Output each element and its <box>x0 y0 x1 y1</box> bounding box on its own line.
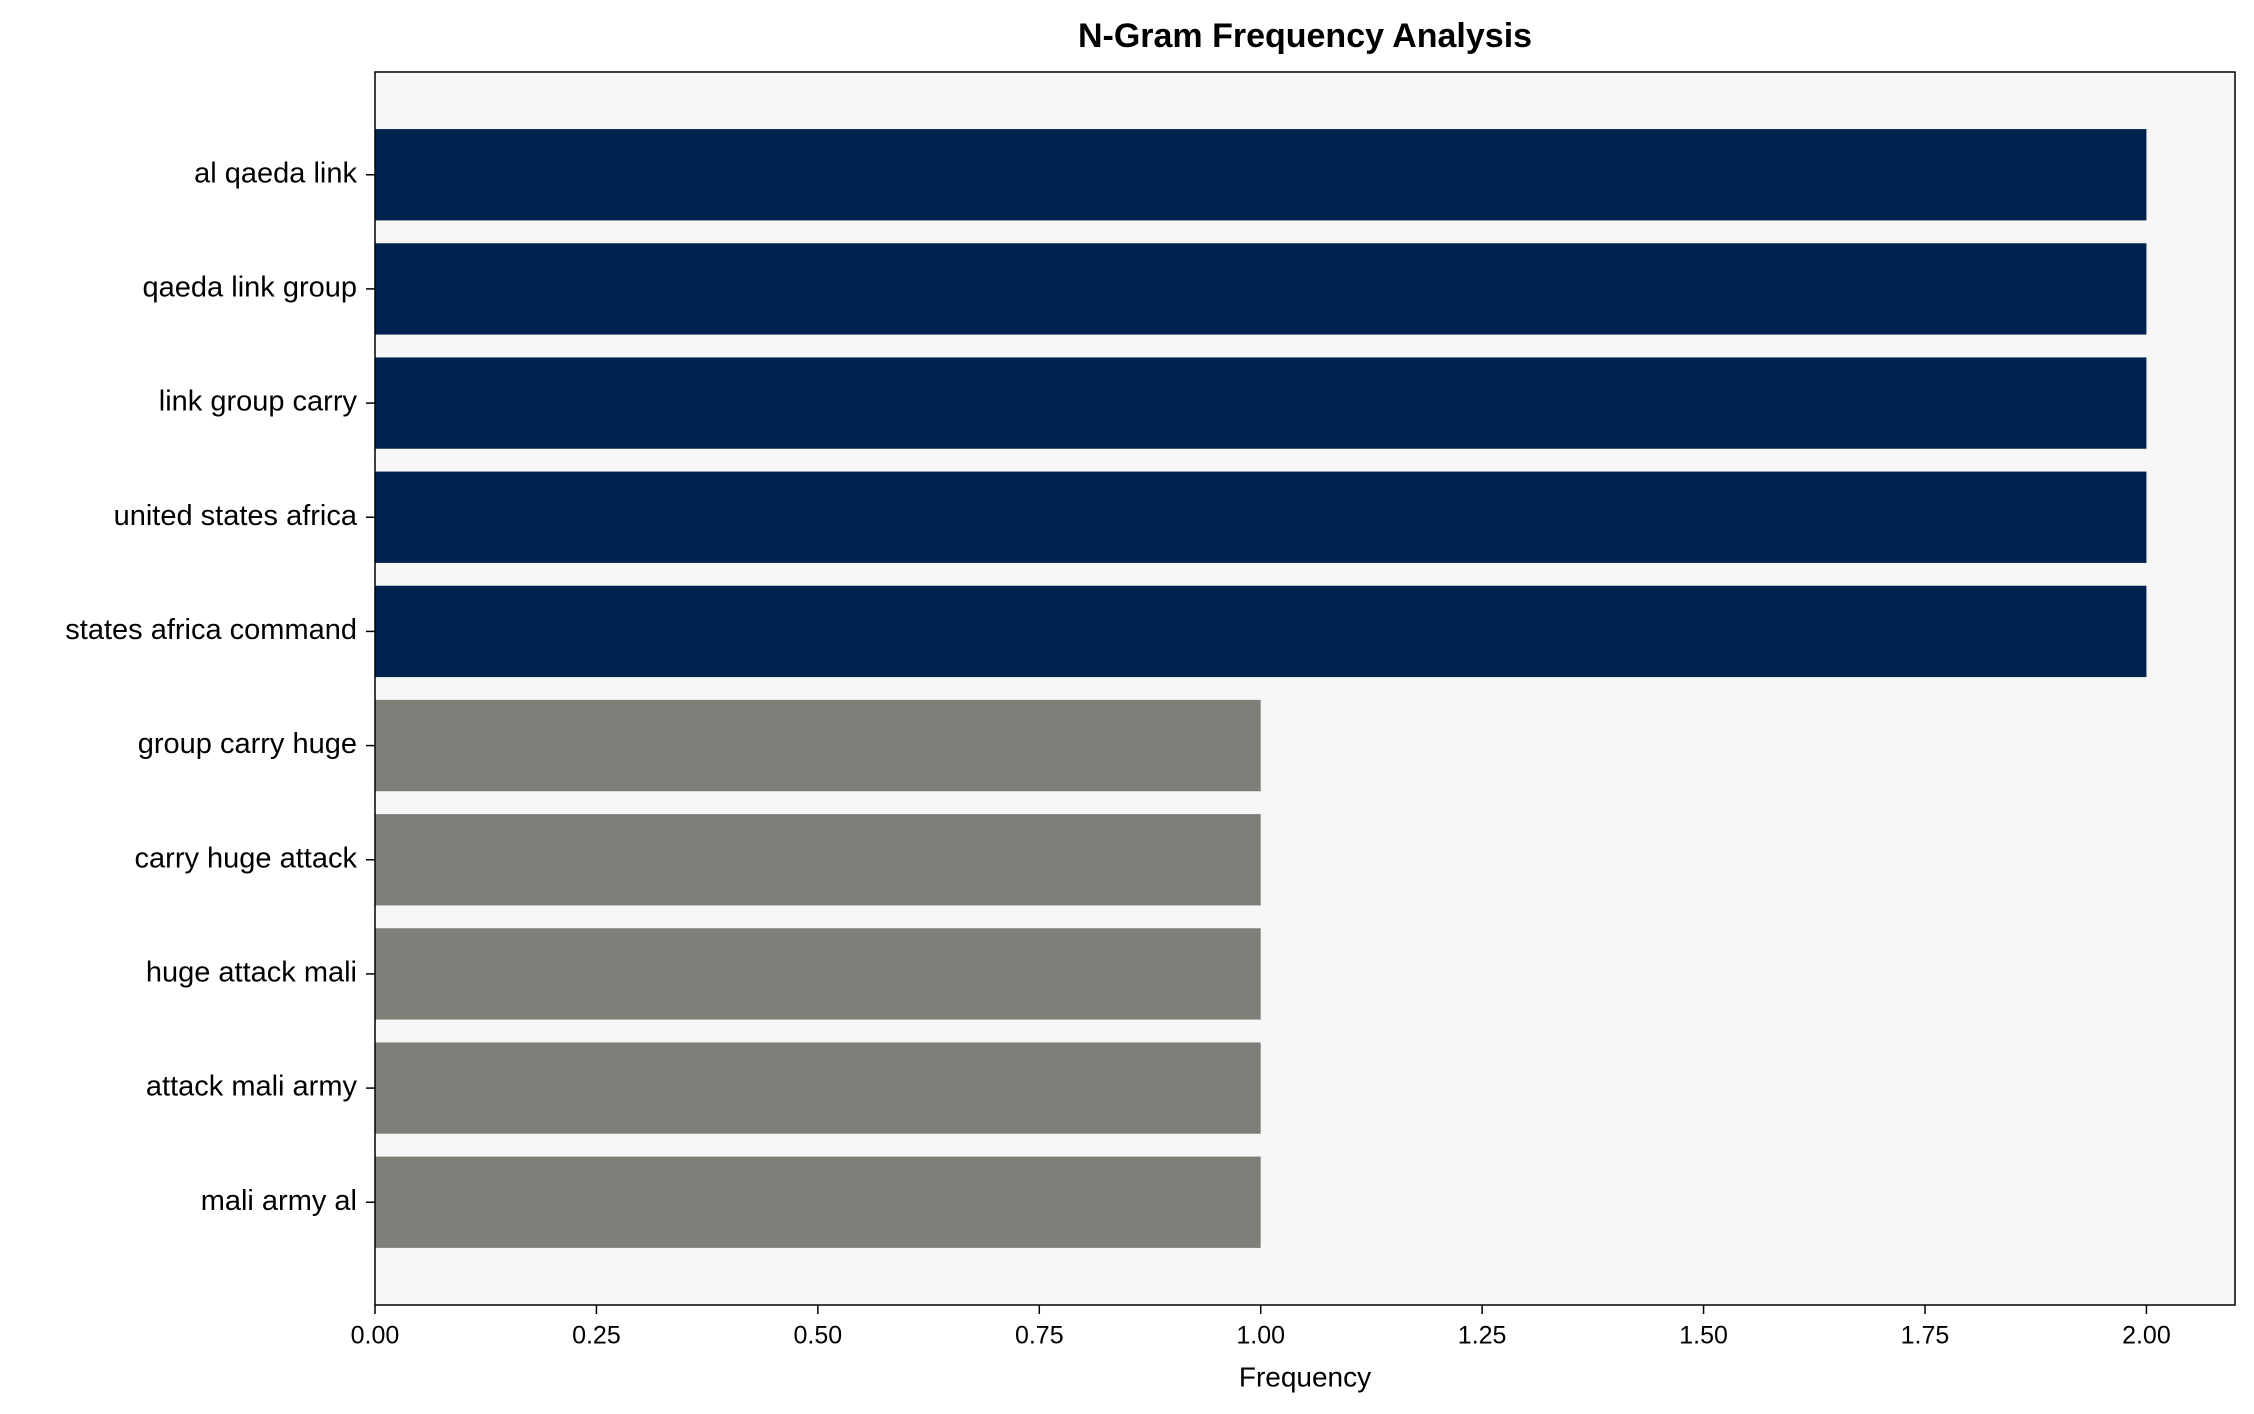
bar <box>375 928 1261 1020</box>
y-tick-label: qaeda link group <box>143 272 357 304</box>
y-tick-label: carry huge attack <box>135 842 358 874</box>
x-axis-label: Frequency <box>1239 1361 1371 1392</box>
bar <box>375 585 2147 678</box>
x-tick-label: 2.00 <box>2122 1322 2171 1350</box>
bar <box>375 814 1261 906</box>
x-tick-label: 1.50 <box>1679 1322 1728 1350</box>
bar <box>375 1156 1261 1248</box>
x-tick-label: 1.00 <box>1236 1322 1285 1350</box>
y-tick-label: al qaeda link <box>194 157 357 189</box>
y-tick-label: link group carry <box>159 386 358 418</box>
x-tick-label: 1.25 <box>1458 1322 1507 1350</box>
bar <box>375 129 2147 221</box>
bar <box>375 699 1261 792</box>
x-tick-label: 0.50 <box>794 1322 843 1350</box>
x-tick-label: 0.75 <box>1015 1322 1064 1350</box>
bar <box>375 1042 1261 1134</box>
y-tick-label: states africa command <box>65 614 357 646</box>
bar <box>375 357 2147 449</box>
plot-frame <box>374 71 2236 1306</box>
y-tick-label: mali army al <box>201 1185 357 1217</box>
bar <box>375 471 2147 563</box>
x-tick-label: 0.00 <box>351 1322 400 1350</box>
y-tick-label: attack mali army <box>146 1071 358 1103</box>
y-tick-label: huge attack mali <box>146 957 357 989</box>
x-tick-label: 0.25 <box>572 1322 621 1350</box>
y-tick-label: united states africa <box>114 500 358 532</box>
x-tick-label: 1.75 <box>1901 1322 1950 1350</box>
y-tick-label: group carry huge <box>138 728 357 760</box>
chart-title: N-Gram Frequency Analysis <box>1078 17 1532 55</box>
bar <box>375 243 2147 335</box>
